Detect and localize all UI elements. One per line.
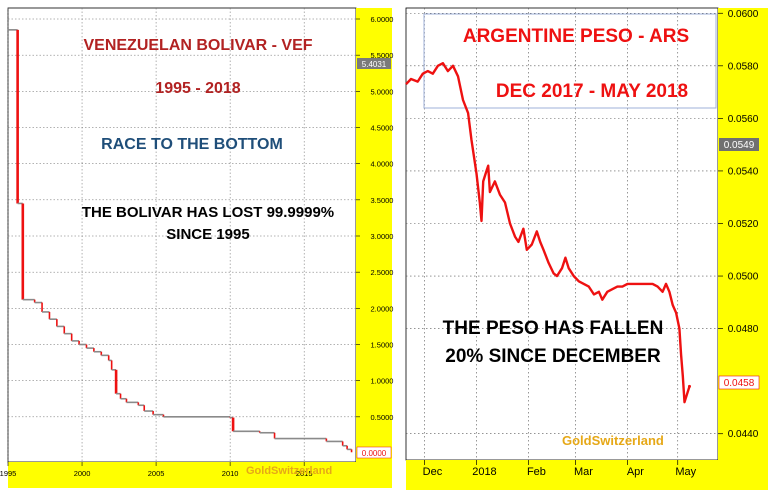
vef-zero-label: 0.0000 [362, 449, 387, 458]
vef-y-tick-label: 1.0000 [371, 377, 394, 386]
ars-line-path [405, 62, 691, 404]
ars-x-tick-label: Mar [574, 466, 593, 478]
vef-x-axis-band [8, 462, 392, 488]
vef-y-tick-label: 3.0000 [371, 232, 394, 241]
ars-x-axis-band [406, 460, 768, 490]
ars-y-tick-label: 0.0440 [728, 429, 759, 440]
vef-y-tick-label: 4.5000 [371, 124, 394, 133]
ars-y-tick-label: 0.0520 [728, 219, 759, 230]
ars-last-label: 0.0458 [724, 378, 755, 389]
ars-x-tick-label: Dec [423, 466, 443, 478]
ars-x-tick-label: 2018 [472, 466, 496, 478]
ars-grid [406, 8, 718, 460]
vef-plot-area [7, 7, 357, 463]
vef-title: VENEZUELAN BOLIVAR - VEF [83, 37, 312, 54]
vef-x-ticks: 1995 2000 2005 2010 2015 [0, 462, 313, 478]
vef-brand: GoldSwitzerland [246, 465, 332, 477]
vef-y-axis-band [356, 8, 392, 488]
ars-annotation-since: 20% SINCE DECEMBER [445, 346, 661, 367]
ars-last-point [687, 384, 691, 388]
vef-x-tick-label: 2000 [74, 469, 91, 478]
ars-series [405, 62, 691, 404]
vef-annotation-lost: THE BOLIVAR HAS LOST 99.9999% [82, 204, 334, 221]
vef-x-tick-label: 2015 [296, 469, 313, 478]
vef-current-label-bg [357, 58, 391, 69]
vef-zero-label-bg [356, 446, 392, 459]
vef-y-tick-label: 5.5000 [371, 51, 394, 60]
ars-annotation-fallen: THE PESO HAS FALLEN [443, 318, 664, 339]
vef-y-tick-label: 0.5000 [371, 413, 394, 422]
vef-x-tick-label: 2010 [222, 469, 239, 478]
vef-y-tick-label: 6.0000 [371, 15, 394, 24]
ars-x-tick-label: May [675, 466, 696, 478]
ars-y-tick-label: 0.0560 [728, 114, 759, 125]
vef-y-tick-label: 4.0000 [371, 160, 394, 169]
vef-series [8, 29, 353, 453]
ars-y-tick-label: 0.0480 [728, 324, 759, 335]
ars-current-label-bg [719, 138, 759, 151]
ars-y-tick-label: 0.0500 [728, 272, 759, 283]
vef-y-tick-label: 3.5000 [371, 196, 394, 205]
ars-y-ticks: 0.0600 0.0580 0.0560 0.0540 0.0520 0.0500 0.04… [718, 9, 759, 440]
ars-y-tick-label: 0.0580 [728, 61, 759, 72]
vef-x-tick-label: 1995 [0, 469, 16, 478]
vef-y-ticks: 6.0000 5.5000 5.0000 4.5000 4.0000 3.5000 3.00… [356, 15, 393, 422]
vef-subtitle: 1995 - 2018 [155, 80, 241, 97]
ars-title: ARGENTINE PESO - ARS [463, 26, 689, 47]
vef-annotation-race: RACE TO THE BOTTOM [101, 136, 283, 153]
ars-last-label-bg [718, 375, 760, 390]
ars-brand: GoldSwitzerland [562, 433, 664, 448]
vef-grid [7, 8, 356, 462]
ars-y-axis-band [718, 8, 768, 490]
ars-y-tick-label: 0.0600 [728, 9, 759, 20]
ars-current-label: 0.0549 [724, 140, 755, 151]
vef-annotation-since: SINCE 1995 [166, 226, 249, 243]
vef-x-tick-label: 2005 [148, 469, 165, 478]
vef-current-label: 5.4031 [362, 60, 387, 69]
vef-y-tick-label: 2.5000 [371, 268, 394, 277]
ars-title-box [423, 13, 717, 109]
ars-subtitle: DEC 2017 - MAY 2018 [496, 81, 688, 102]
ars-plot-area [405, 7, 719, 461]
vef-y-tick-label: 2.0000 [371, 304, 394, 313]
ars-chart: 0.0600 0.0580 0.0560 0.0540 0.0520 0.0500 0.04… [405, 7, 768, 490]
vef-chart: 6.0000 5.5000 5.0000 4.5000 4.0000 3.5000 3.00… [0, 7, 393, 488]
vef-y-tick-label: 1.5000 [371, 341, 394, 350]
ars-x-ticks: Dec 2018 Feb Mar Apr May [423, 460, 697, 478]
ars-x-tick-label: Apr [627, 466, 644, 478]
vef-y-tick-label: 5.0000 [371, 87, 394, 96]
ars-y-tick-label: 0.0540 [728, 166, 759, 177]
ars-x-tick-label: Feb [527, 466, 546, 478]
